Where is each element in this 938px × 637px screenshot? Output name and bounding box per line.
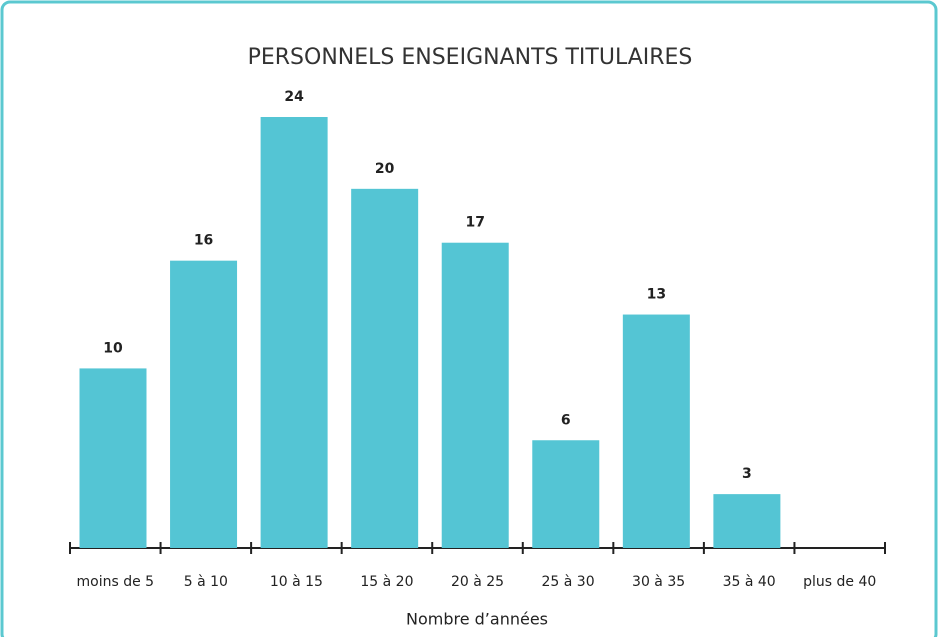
value-label: 24: [284, 89, 304, 105]
chart-title: PERSONNELS ENSEIGNANTS TITULAIRES: [248, 45, 693, 70]
value-label: 10: [103, 340, 123, 356]
x-axis-label: Nombre d’années: [406, 610, 548, 629]
bar: [713, 494, 781, 548]
x-tick-label: plus de 40: [803, 574, 876, 590]
x-tick-label: 30 à 35: [632, 574, 685, 590]
value-label: 3: [742, 466, 752, 482]
bar: [441, 242, 509, 549]
x-tick-label: 35 à 40: [723, 574, 776, 590]
value-label: 16: [194, 233, 213, 249]
value-label: 13: [647, 287, 666, 303]
x-tick-label: moins de 5: [76, 574, 154, 590]
x-tick-label: 20 à 25: [451, 574, 504, 590]
value-label: 17: [465, 215, 484, 231]
bar: [260, 117, 328, 548]
bar: [79, 368, 147, 548]
bar: [532, 440, 600, 548]
x-tick-label: 5 à 10: [184, 574, 228, 590]
value-label: 6: [561, 412, 571, 428]
value-label: 20: [375, 161, 395, 177]
bar: [351, 188, 419, 549]
x-tick-label: 10 à 15: [270, 574, 323, 590]
x-tick-label: 15 à 20: [360, 574, 413, 590]
bar: [622, 314, 690, 548]
bar: [170, 260, 238, 548]
x-tick-label: 25 à 30: [542, 574, 595, 590]
